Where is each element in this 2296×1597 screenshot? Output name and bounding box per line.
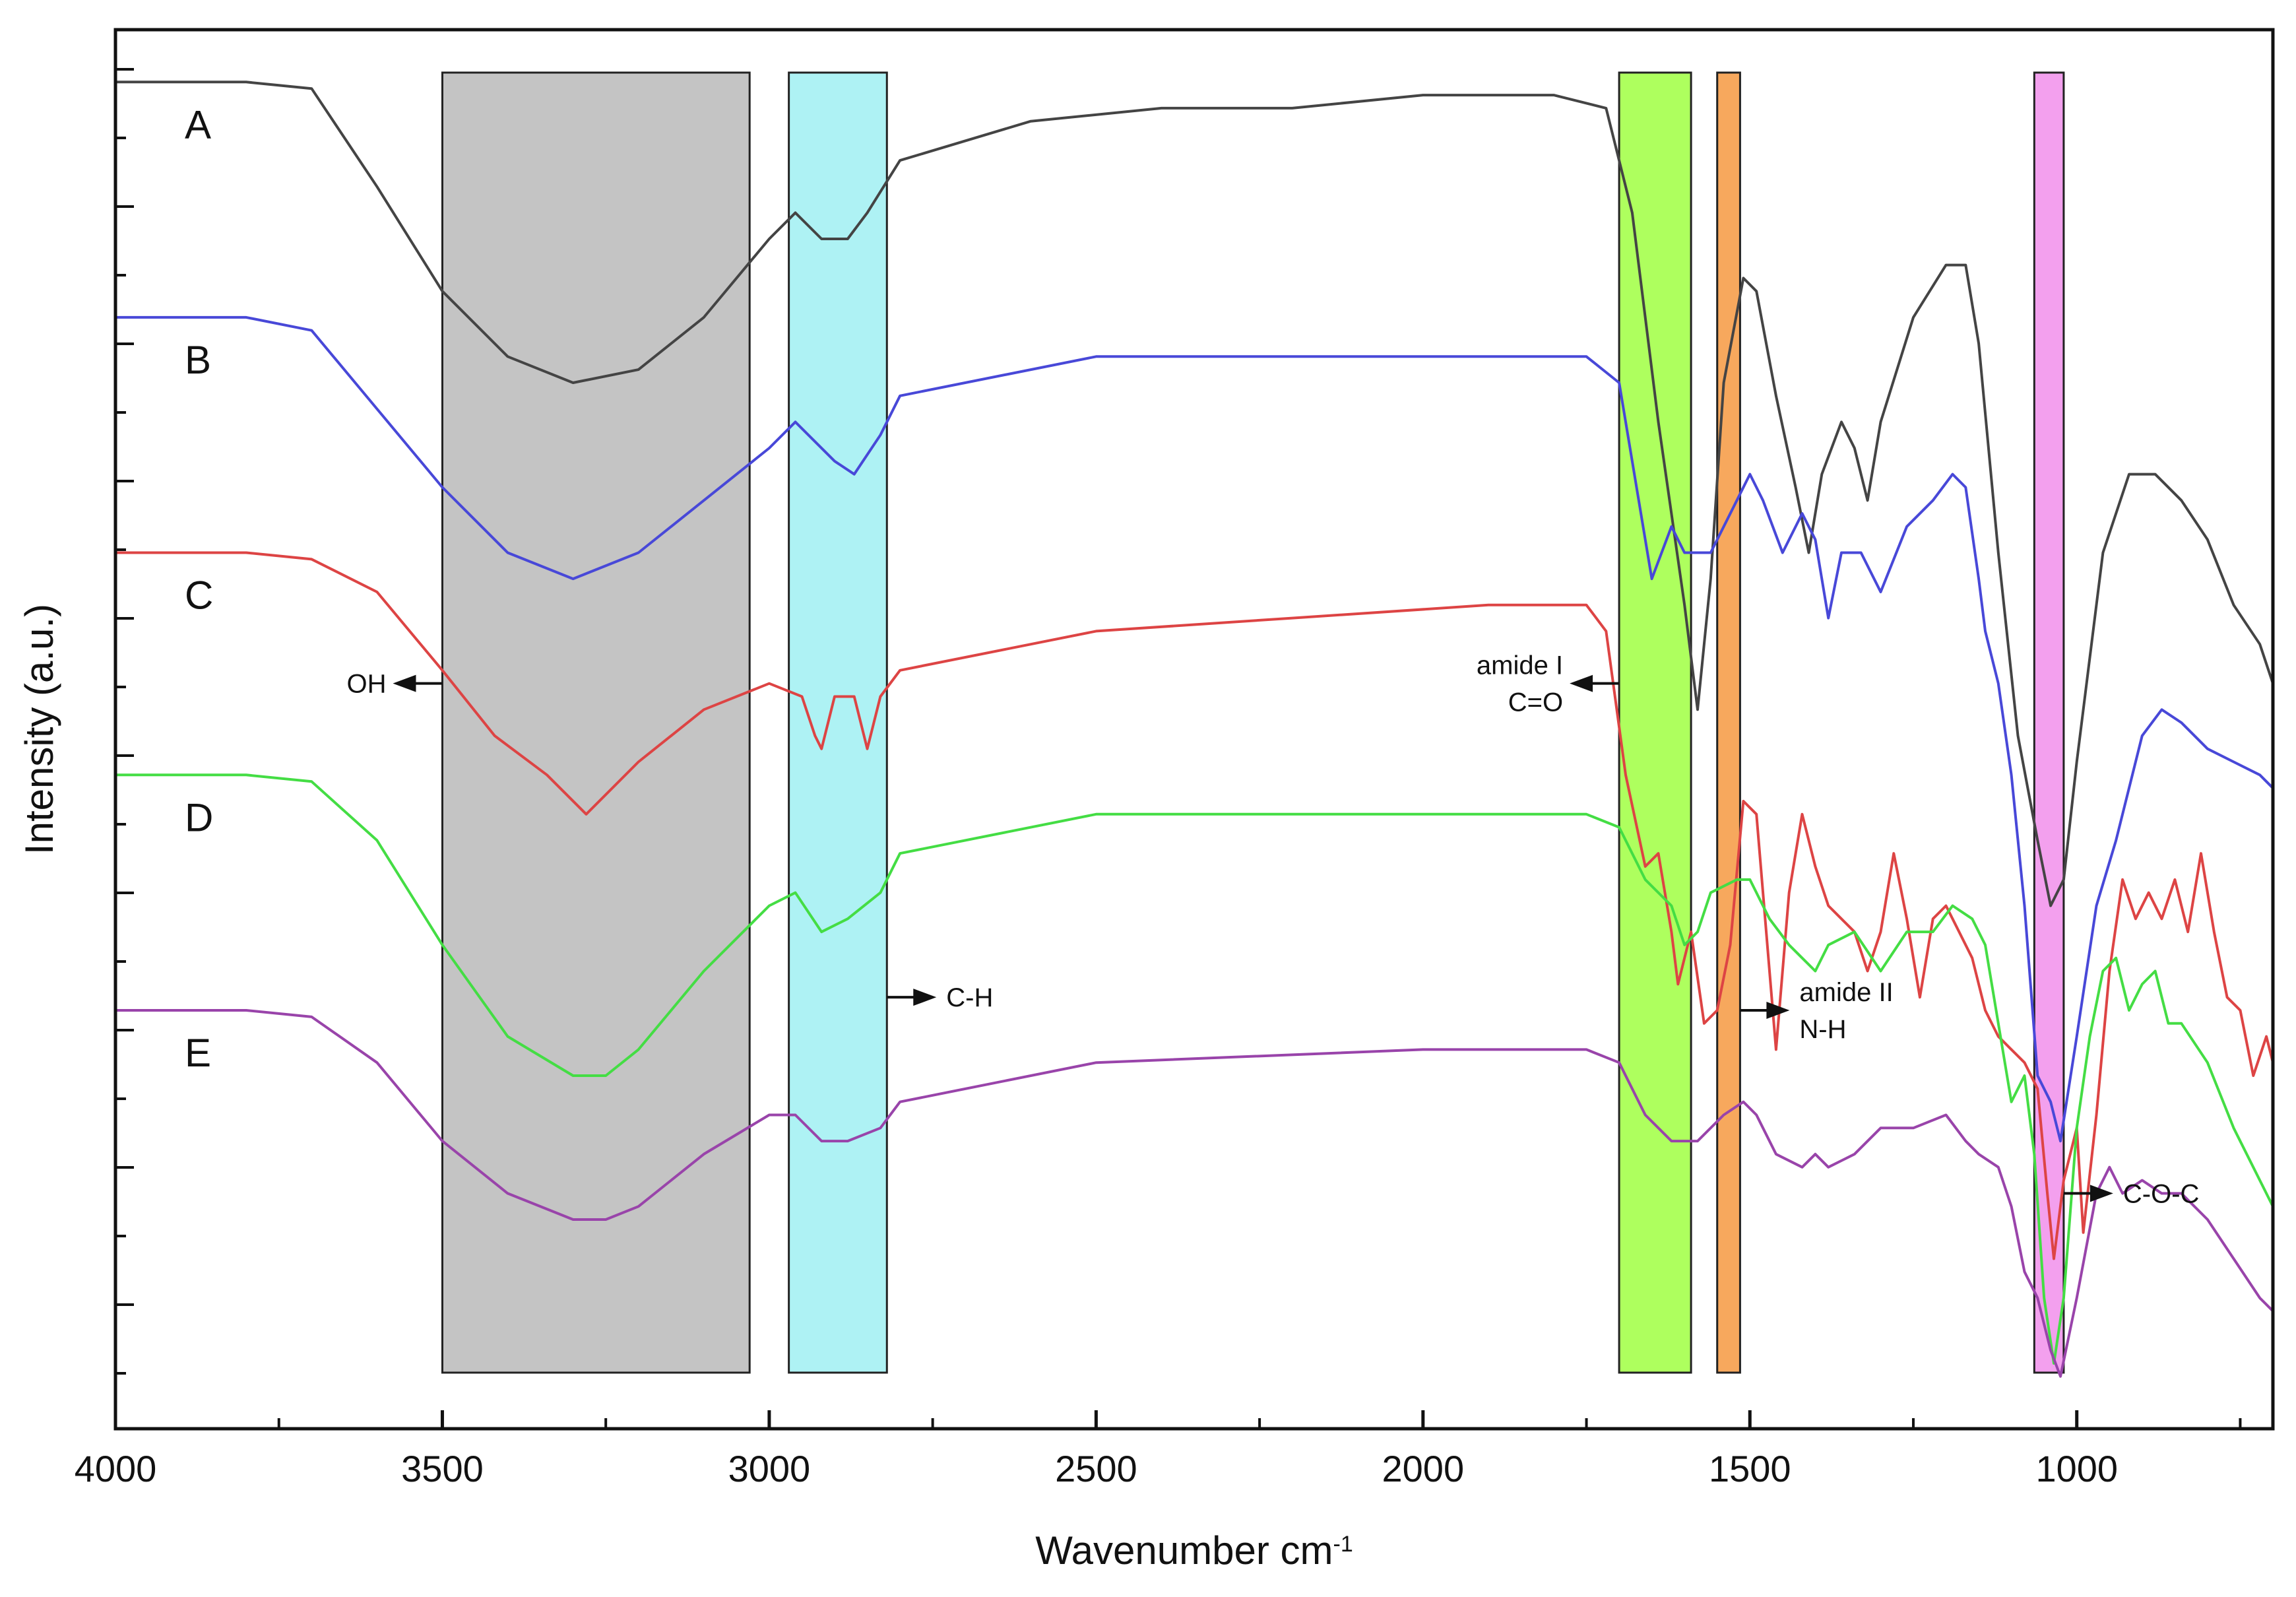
spectrum-line-c xyxy=(115,551,2274,1260)
x-tick-label: 2000 xyxy=(1382,1448,1465,1489)
series-labels: A B C D E xyxy=(185,102,213,1075)
annotation-text: amide I xyxy=(1477,651,1563,680)
annotation-arrowhead-icon xyxy=(913,989,937,1006)
annotation-text: C-H xyxy=(946,983,993,1012)
x-tick-label: 3500 xyxy=(401,1448,484,1489)
annotation-3: amide I C=O xyxy=(1477,651,1620,717)
annotation-text: C=O xyxy=(1508,688,1563,717)
spectrum-line-a xyxy=(115,81,2274,907)
annotation-arrowhead-icon xyxy=(1570,674,1593,692)
annotation-4: amide II N-H xyxy=(1740,978,1894,1044)
annotation-1: OH xyxy=(346,670,443,699)
axes: 4000 3500 3000 2500 2000 1500 1000 Wavenumber … xyxy=(17,28,2275,1573)
annotation-arrowhead-icon xyxy=(2089,1185,2113,1202)
highlight-band-2 xyxy=(788,71,888,1374)
x-axis-title-superscript: -1 xyxy=(1333,1532,1353,1557)
x-axis-title-text: Wavenumber cm xyxy=(1035,1528,1333,1573)
highlight-bands xyxy=(441,71,2065,1374)
series-label-b: B xyxy=(185,338,211,382)
series-label-d: D xyxy=(185,795,213,839)
x-tick-label: 3000 xyxy=(728,1448,811,1489)
x-tick-label: 1500 xyxy=(1709,1448,1791,1489)
x-axis-title: Wavenumber cm-1 xyxy=(1035,1528,1353,1573)
y-axis-title: Intensity (a.u.) xyxy=(17,604,61,855)
annotation-text: OH xyxy=(346,670,386,699)
annotation-2: C-H xyxy=(887,983,993,1012)
series-label-e: E xyxy=(185,1031,211,1075)
y-axis-ticks xyxy=(115,68,134,1375)
spectra-series xyxy=(115,81,2274,1378)
highlight-band-5 xyxy=(2033,71,2065,1374)
highlight-band-1 xyxy=(441,71,751,1374)
spectrum-line-d xyxy=(115,773,2274,1365)
annotation-5: C-O-C xyxy=(2063,1179,2200,1208)
highlight-band-3 xyxy=(1618,71,1692,1374)
annotation-text: C-O-C xyxy=(2123,1179,2200,1208)
annotation-arrowhead-icon xyxy=(1766,1001,1790,1019)
x-tick-label: 1000 xyxy=(2035,1448,2118,1489)
x-tick-label: 2500 xyxy=(1055,1448,1137,1489)
highlight-band-4 xyxy=(1716,71,1741,1374)
spectrum-line-e xyxy=(115,1009,2274,1378)
band-annotations: OH C-H amide I C=O amide II N-H C-O-C xyxy=(346,651,2199,1209)
series-label-a: A xyxy=(185,102,211,147)
spectrum-line-b xyxy=(115,315,2274,1143)
annotation-text: amide II xyxy=(1799,978,1893,1007)
annotation-arrowhead-icon xyxy=(393,674,416,692)
x-axis-ticks: 4000 3500 3000 2500 2000 1500 1000 xyxy=(75,1410,2242,1489)
x-tick-label: 4000 xyxy=(75,1448,157,1489)
series-label-c: C xyxy=(185,573,213,618)
plot-frame xyxy=(113,28,2275,1431)
annotation-text: N-H xyxy=(1799,1015,1846,1044)
